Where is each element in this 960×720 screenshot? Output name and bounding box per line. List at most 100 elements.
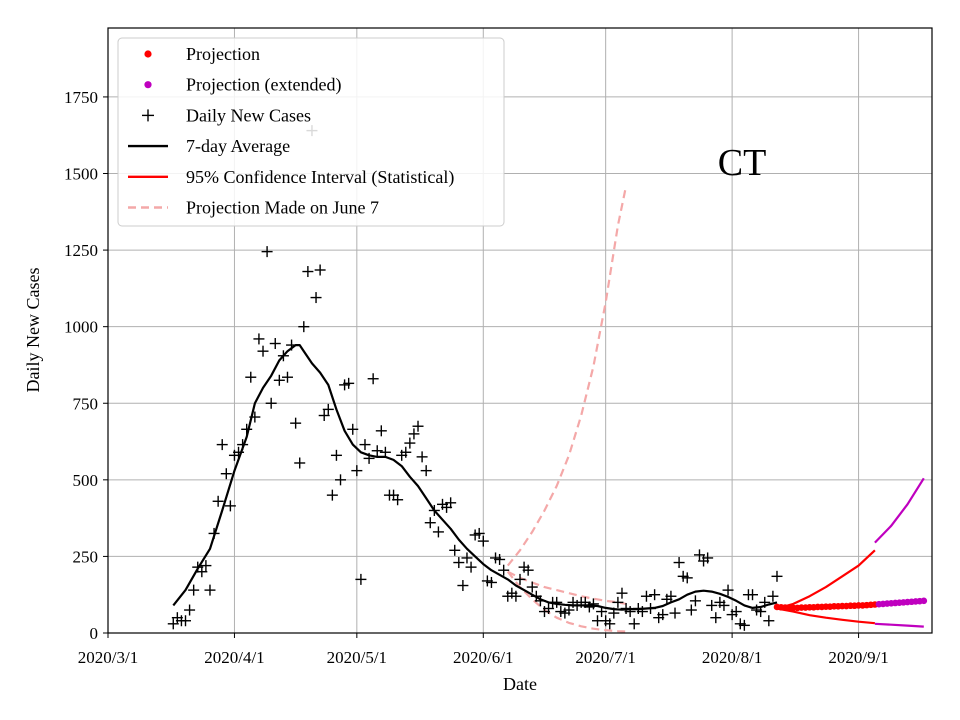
y-tick-label: 1750	[64, 88, 98, 107]
legend-label-projection: Projection	[186, 44, 260, 64]
daily-case-point	[212, 495, 224, 507]
daily-case-point	[286, 339, 298, 351]
y-tick-label: 500	[73, 471, 99, 490]
x-tick-label: 2020/5/1	[327, 648, 387, 667]
y-tick-label: 750	[73, 394, 99, 413]
daily-case-point	[759, 596, 771, 608]
legend-label-june7: Projection Made on June 7	[186, 198, 379, 218]
legend-label-daily: Daily New Cases	[186, 105, 311, 125]
daily-case-point	[294, 457, 306, 469]
daily-case-point	[673, 557, 685, 569]
daily-case-point	[322, 403, 334, 415]
daily-case-point	[616, 587, 628, 599]
daily-case-point	[551, 596, 563, 608]
daily-case-point	[685, 604, 697, 616]
daily-case-point	[404, 437, 416, 449]
daily-case-point	[412, 420, 424, 432]
daily-case-point	[400, 446, 412, 458]
daily-case-point	[477, 535, 489, 547]
legend-marker-projection_ext	[144, 81, 152, 89]
daily-case-point	[416, 451, 428, 463]
daily-case-point	[640, 590, 652, 602]
daily-case-point	[355, 573, 367, 585]
y-ticks: 0 250 500 750 1000 1250 1500 1750	[64, 88, 108, 643]
x-tick-label: 2020/8/1	[702, 648, 762, 667]
daily-case-point	[428, 504, 440, 516]
daily-case-point	[379, 446, 391, 458]
daily-case-point	[649, 589, 661, 601]
daily-case-point	[290, 417, 302, 429]
daily-case-point	[461, 552, 473, 564]
daily-case-point	[722, 584, 734, 596]
legend-label-projection_ext: Projection (extended)	[186, 75, 341, 96]
daily-case-point	[587, 598, 599, 610]
daily-case-point	[657, 609, 669, 621]
daily-case-point	[167, 618, 179, 630]
daily-case-point	[449, 544, 461, 556]
series-line-95-ci-upper	[776, 549, 876, 610]
daily-case-point	[196, 566, 208, 578]
daily-case-point	[371, 445, 383, 457]
daily-case-point	[233, 446, 245, 458]
x-tick-label: 2020/4/1	[204, 648, 264, 667]
daily-case-point	[689, 595, 701, 607]
daily-case-point	[604, 618, 616, 630]
daily-case-point	[257, 345, 269, 357]
daily-case-point	[281, 371, 293, 383]
daily-case-point	[330, 449, 342, 461]
daily-case-point	[237, 439, 249, 451]
daily-case-point	[596, 606, 608, 618]
series-line-projection-made-on-june-7-lower	[506, 571, 627, 633]
daily-case-point	[277, 350, 289, 362]
daily-case-point	[747, 589, 759, 601]
daily-case-point	[681, 572, 693, 584]
daily-case-point	[706, 599, 718, 611]
daily-case-point	[424, 517, 436, 529]
daily-case-point	[298, 321, 310, 333]
daily-case-point	[184, 604, 196, 616]
y-tick-label: 1250	[64, 241, 98, 260]
daily-case-point	[453, 557, 465, 569]
legend-entry-projection_ext: Projection (extended)	[144, 75, 341, 96]
daily-case-point	[457, 580, 469, 592]
series-line-projection-made-on-june-7-center	[507, 570, 627, 605]
daily-case-point	[771, 570, 783, 582]
daily-case-point	[710, 612, 722, 624]
series-line-95-ci-lower	[776, 607, 876, 625]
daily-case-point	[693, 549, 705, 561]
daily-case-point	[645, 602, 657, 614]
daily-case-point	[359, 439, 371, 451]
daily-case-point	[465, 561, 477, 573]
daily-case-point	[392, 494, 404, 506]
daily-case-point	[624, 606, 636, 618]
daily-case-point	[665, 590, 677, 602]
daily-case-point	[702, 552, 714, 564]
daily-case-point	[767, 590, 779, 602]
daily-case-point	[241, 423, 253, 435]
daily-case-point	[224, 500, 236, 512]
legend-entry-ci: 95% Confidence Interval (Statistical)	[128, 167, 454, 188]
x-ticks: 2020/3/1 2020/4/1 2020/5/1 2020/6/1 2020/7/1…	[78, 633, 889, 667]
daily-case-point	[310, 292, 322, 304]
series-line-95-ci-lower-extended	[874, 622, 924, 628]
y-tick-label: 0	[90, 624, 99, 643]
legend-entries: Projection Projection (extended) Daily New…	[128, 44, 454, 218]
daily-case-point	[730, 606, 742, 618]
daily-case-point	[494, 553, 506, 565]
daily-case-point	[216, 439, 228, 451]
legend-entry-daily: Daily New Cases	[142, 105, 311, 125]
daily-case-point	[669, 607, 681, 619]
daily-case-point	[273, 374, 285, 386]
daily-case-point	[204, 584, 216, 596]
y-tick-label: 250	[73, 547, 99, 566]
daily-case-point	[302, 266, 314, 278]
y-tick-label: 1000	[64, 318, 98, 337]
series-line-95-ci-upper-extended	[874, 477, 925, 544]
daily-case-point	[755, 606, 767, 618]
series-layer	[167, 125, 928, 633]
legend-entry-june7: Projection Made on June 7	[128, 198, 379, 218]
x-tick-label: 2020/6/1	[453, 648, 513, 667]
y-axis-label: Daily New Cases	[23, 268, 43, 393]
daily-case-point	[220, 468, 232, 480]
